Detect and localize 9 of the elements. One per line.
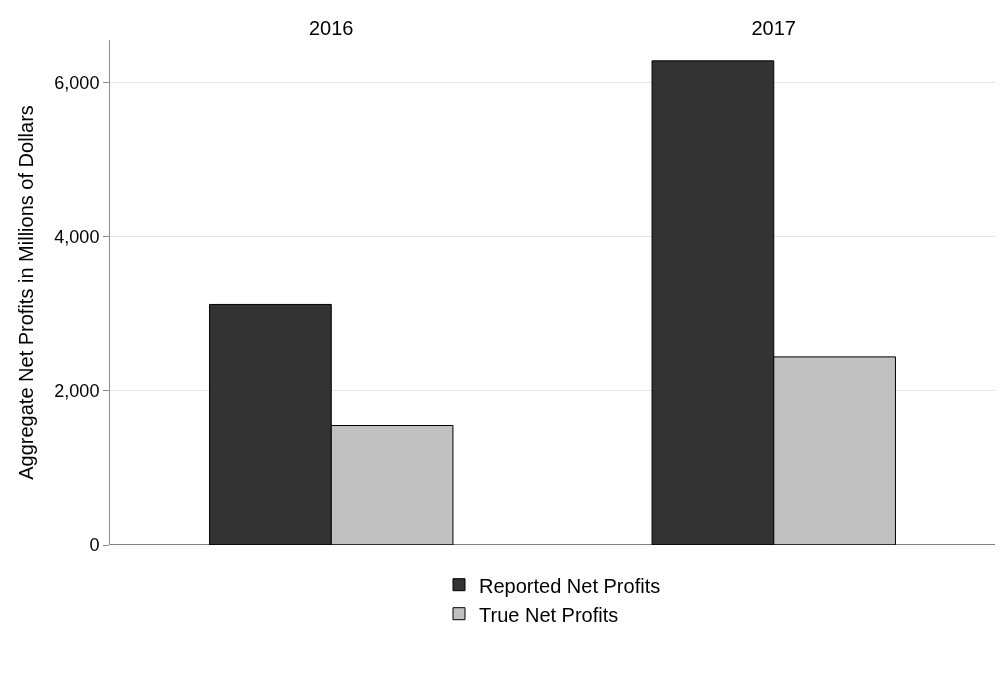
y-axis-title: Aggregate Net Profits in Millions of Dollars bbox=[14, 105, 37, 480]
y-tick-label: 6,000 bbox=[54, 72, 100, 93]
x-tick-label: 2017 bbox=[751, 17, 796, 39]
y-tick-label: 4,000 bbox=[54, 226, 100, 247]
y-tick-label: 2,000 bbox=[54, 381, 100, 402]
x-tick-label: 2016 bbox=[309, 17, 354, 39]
legend-label: Reported Net Profits bbox=[479, 574, 661, 597]
y-tick-label: 0 bbox=[89, 535, 100, 556]
legend-label: True Net Profits bbox=[479, 603, 619, 626]
